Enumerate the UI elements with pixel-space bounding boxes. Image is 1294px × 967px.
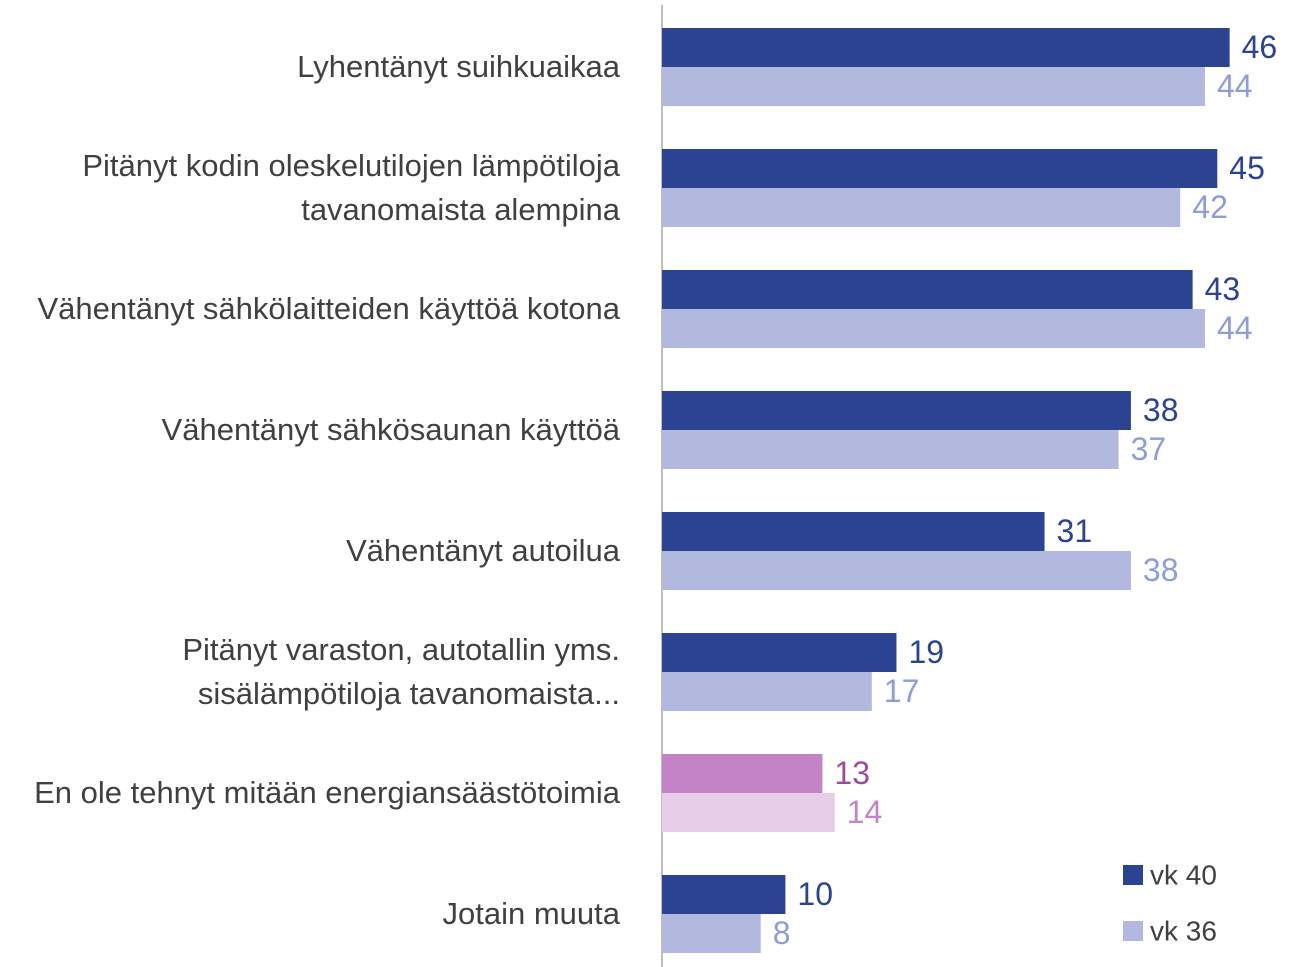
value-label: 38 [1143, 392, 1179, 428]
category-label: Vähentänyt autoilua [345, 533, 620, 568]
bar [662, 28, 1230, 67]
category-label: Pitänyt kodin oleskelutilojen lämpötiloj… [82, 148, 620, 227]
bar [662, 875, 786, 914]
value-label: 17 [884, 673, 920, 709]
category-label: Lyhentänyt suihkuaikaa [297, 49, 620, 84]
bar [662, 67, 1205, 106]
category-label: Pitänyt varaston, autotallin yms. sisälä… [182, 632, 620, 711]
value-label: 38 [1143, 552, 1179, 588]
value-label: 46 [1242, 29, 1278, 65]
category-label: En ole tehnyt mitään energiansäästötoimi… [34, 775, 620, 810]
category-label: Jotain muuta [442, 896, 621, 931]
bar [662, 430, 1119, 469]
bar [662, 551, 1131, 590]
bar [662, 914, 761, 953]
value-label: 43 [1205, 271, 1241, 307]
bar [662, 309, 1205, 348]
bar [662, 391, 1131, 430]
legend-swatch [1123, 921, 1143, 941]
bar [662, 270, 1193, 309]
value-label: 37 [1131, 431, 1167, 467]
bar [662, 149, 1218, 188]
bar [662, 672, 872, 711]
value-label: 42 [1192, 189, 1228, 225]
value-label: 31 [1057, 513, 1093, 549]
value-label: 13 [834, 755, 870, 791]
legend-label: vk 40 [1150, 859, 1217, 890]
bar [662, 512, 1045, 551]
legend-swatch [1123, 865, 1143, 885]
value-label: 45 [1229, 150, 1265, 186]
value-label: 8 [773, 915, 791, 951]
value-label: 14 [847, 794, 883, 830]
bar [662, 188, 1181, 227]
value-label: 10 [797, 876, 833, 912]
bar [662, 754, 823, 793]
category-label: Vähentänyt sähkösaunan käyttöä [161, 412, 620, 447]
legend-label: vk 36 [1150, 915, 1217, 946]
value-label: 19 [908, 634, 944, 670]
value-label: 44 [1217, 310, 1253, 346]
bar [662, 793, 835, 832]
bar [662, 633, 897, 672]
category-label: Vähentänyt sähkölaitteiden käyttöä koton… [37, 291, 620, 326]
value-label: 44 [1217, 68, 1253, 104]
